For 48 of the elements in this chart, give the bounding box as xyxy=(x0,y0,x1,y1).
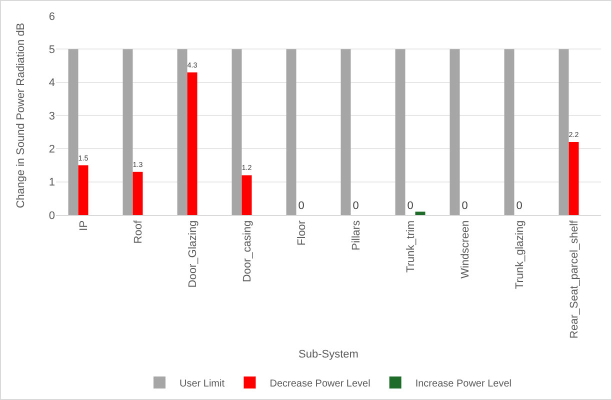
data-label: 2.2 xyxy=(568,130,579,140)
x-tick-label: Rear_Seat_parcel_shelf xyxy=(568,219,580,338)
bar xyxy=(187,72,198,216)
bar xyxy=(395,49,406,216)
y-tick-label: 5 xyxy=(48,44,55,56)
bar xyxy=(68,49,78,216)
x-tick-label: Pillars xyxy=(350,220,362,250)
x-axis-title: Sub-System xyxy=(298,348,358,361)
bar xyxy=(78,165,88,216)
data-label: 1.2 xyxy=(242,163,252,172)
bar xyxy=(132,172,143,216)
bar xyxy=(122,49,133,216)
x-tick-label: Windscreen xyxy=(459,220,472,278)
x-tick-label: Trunk_trim xyxy=(404,220,417,273)
x-tick-label: Trunk_glazing xyxy=(514,220,526,290)
y-tick-label: 4 xyxy=(48,77,55,90)
data-label: 0 xyxy=(407,200,414,212)
x-tick-label: IP xyxy=(78,220,90,231)
data-label: 0 xyxy=(298,200,304,212)
bar xyxy=(286,49,296,216)
bar xyxy=(504,49,514,216)
x-tick-label: Door_Glazing xyxy=(186,220,199,288)
legend-label: Increase Power Level xyxy=(415,378,512,390)
bar xyxy=(232,49,242,216)
data-label: 4.3 xyxy=(187,60,198,70)
bar xyxy=(242,175,252,216)
data-label: 1.5 xyxy=(78,153,88,162)
data-label: 0 xyxy=(352,200,359,212)
y-tick-label: 3 xyxy=(48,110,55,122)
y-tick-label: 6 xyxy=(48,10,55,23)
data-label: 0 xyxy=(462,200,468,212)
legend-label: User Limit xyxy=(180,378,225,390)
x-tick-label: Door_casing xyxy=(241,220,254,282)
bar xyxy=(177,49,188,216)
bar xyxy=(450,49,460,216)
bar xyxy=(340,49,351,216)
legend-label: Decrease Power Level xyxy=(270,378,370,390)
bar xyxy=(415,212,426,216)
y-tick-label: 1 xyxy=(48,176,55,189)
bar xyxy=(558,49,569,216)
y-tick-label: 0 xyxy=(48,210,55,222)
y-tick-label: 2 xyxy=(48,144,55,156)
x-tick-label: Roof xyxy=(132,219,144,244)
data-label: 1.3 xyxy=(132,160,143,169)
data-label: 0 xyxy=(516,200,522,212)
bar xyxy=(568,142,579,216)
y-axis-title: Change in Sound Power Radiation dB xyxy=(15,22,27,208)
x-tick-label: Floor xyxy=(296,220,308,246)
